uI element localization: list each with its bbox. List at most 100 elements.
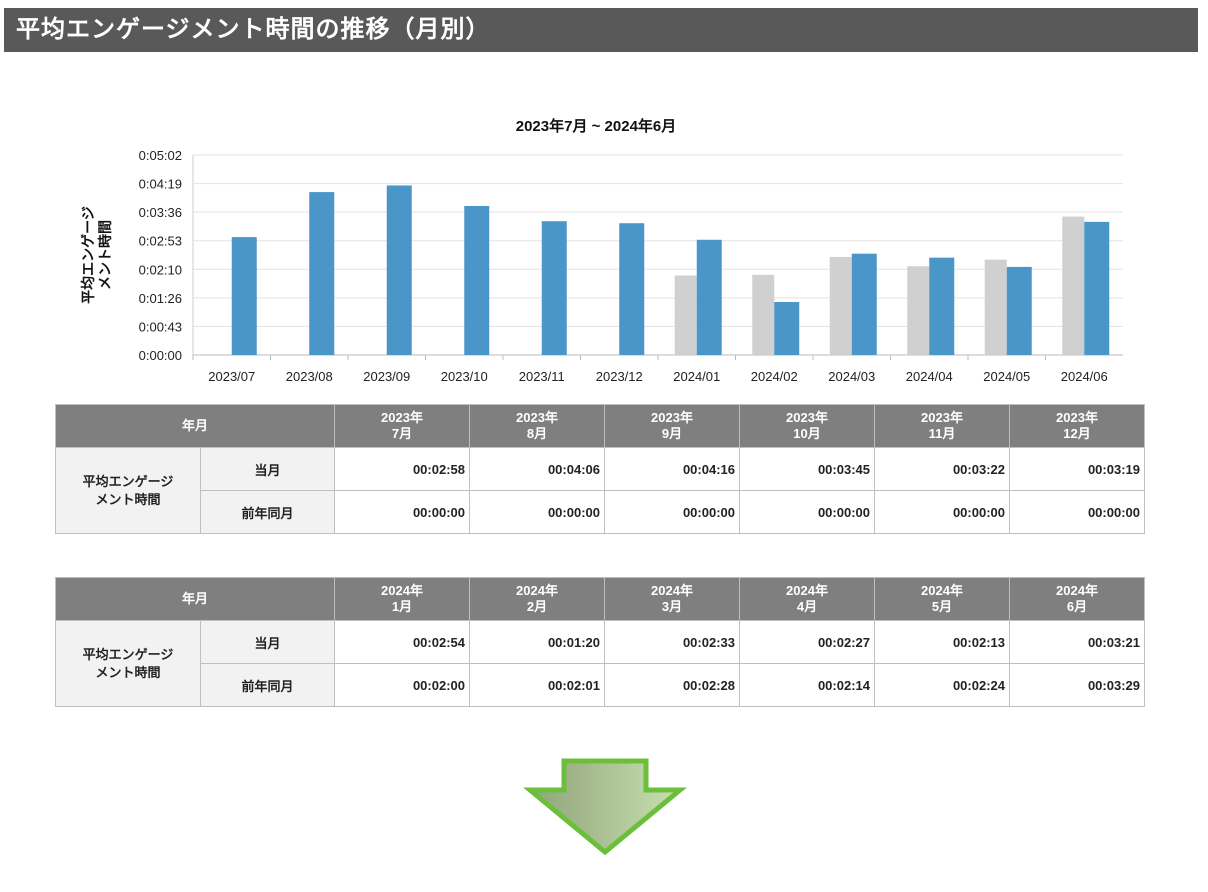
- bar-current: [309, 192, 335, 355]
- prev-value: 00:00:00: [739, 490, 875, 534]
- current-value: 00:02:58: [334, 447, 470, 491]
- sub-label-current: 当月: [200, 620, 335, 664]
- bar-current: [541, 221, 567, 355]
- prev-value: 00:03:29: [1009, 663, 1145, 707]
- corner-header: 年月: [55, 577, 335, 621]
- month-header: 2023年 8月: [469, 404, 605, 448]
- prev-value: 00:02:14: [739, 663, 875, 707]
- row-label-line2: メント時間: [95, 491, 161, 507]
- row-label: 平均エンゲージ メント時間: [55, 447, 201, 534]
- x-tick-label: 2024/03: [828, 369, 875, 384]
- header-month: 10月: [793, 426, 821, 441]
- header-month: 5月: [931, 599, 953, 614]
- row-label-line1: 平均エンゲージ: [82, 473, 174, 489]
- prev-value: 00:02:24: [874, 663, 1010, 707]
- bar-prev-year: [907, 266, 930, 355]
- month-header: 2024年 5月: [874, 577, 1010, 621]
- x-tick-label: 2024/04: [906, 369, 953, 384]
- header-year: 2023年: [381, 410, 423, 425]
- bar-chart: 2023年7月 ~ 2024年6月 0:00:00 0:00:43 0:01:26 0:…: [80, 117, 1123, 384]
- prev-value: 00:02:28: [604, 663, 740, 707]
- bar-prev-year: [829, 256, 852, 355]
- header-month: 1月: [391, 599, 413, 614]
- bar-current: [696, 239, 722, 355]
- page-title: 平均エンゲージメント時間の推移（月別）: [4, 8, 1198, 52]
- header-year: 2023年: [786, 410, 828, 425]
- x-tick-label: 2023/10: [441, 369, 488, 384]
- month-header: 2023年 7月: [334, 404, 470, 448]
- current-value: 00:04:16: [604, 447, 740, 491]
- corner-header: 年月: [55, 404, 335, 448]
- current-value: 00:03:19: [1009, 447, 1145, 491]
- current-value: 00:02:13: [874, 620, 1010, 664]
- month-header: 2023年 9月: [604, 404, 740, 448]
- y-tick-label: 0:05:02: [139, 148, 182, 163]
- bar-prev-year: [674, 275, 697, 355]
- prev-value: 00:00:00: [604, 490, 740, 534]
- prev-value: 00:00:00: [334, 490, 470, 534]
- bar-current: [929, 257, 955, 355]
- header-year: 2023年: [921, 410, 963, 425]
- down-arrow-icon: [523, 758, 687, 856]
- prev-value: 00:02:01: [469, 663, 605, 707]
- sub-label-prev: 前年同月: [200, 663, 335, 707]
- table-row: 前年同月 00:00:00 00:00:00 00:00:00 00:00:00 00:0…: [56, 490, 1145, 534]
- x-tick-label: 2023/12: [596, 369, 643, 384]
- prev-value: 00:00:00: [1009, 490, 1145, 534]
- bar-current: [464, 205, 490, 355]
- y-axis-label-line2: メント時間: [97, 220, 113, 290]
- table-row: 平均エンゲージ メント時間 当月 00:02:54 00:01:20 00:02:33 00…: [55, 620, 1145, 707]
- chart-title: 2023年7月 ~ 2024年6月: [516, 117, 677, 135]
- header-year: 2024年: [651, 583, 693, 598]
- month-header: 2024年 3月: [604, 577, 740, 621]
- header-year: 2024年: [921, 583, 963, 598]
- header-month: 4月: [796, 599, 818, 614]
- header-year: 2024年: [786, 583, 828, 598]
- header-year: 2023年: [1056, 410, 1098, 425]
- prev-value: 00:00:00: [469, 490, 605, 534]
- x-tick-label: 2023/11: [519, 369, 565, 384]
- table-row: 前年同月 00:02:00 00:02:01 00:02:28 00:02:14 00:0…: [56, 663, 1145, 707]
- header-month: 7月: [391, 426, 413, 441]
- month-header: 2023年 10月: [739, 404, 875, 448]
- row-label-line2: メント時間: [95, 664, 161, 680]
- x-tick-label: 2023/07: [208, 369, 255, 384]
- header-month: 8月: [526, 426, 548, 441]
- y-axis-label-line1: 平均エンゲージ: [80, 206, 96, 304]
- sub-label-current: 当月: [200, 447, 335, 491]
- current-value: 00:04:06: [469, 447, 605, 491]
- bar-prev-year: [1062, 216, 1085, 355]
- header-year: 2024年: [1056, 583, 1098, 598]
- x-tick-label: 2023/09: [363, 369, 410, 384]
- current-value: 00:02:27: [739, 620, 875, 664]
- sub-label-prev: 前年同月: [200, 490, 335, 534]
- month-header: 2024年 1月: [334, 577, 470, 621]
- current-value: 00:03:45: [739, 447, 875, 491]
- header-month: 3月: [661, 599, 683, 614]
- month-header: 2024年 6月: [1009, 577, 1145, 621]
- current-value: 00:03:21: [1009, 620, 1145, 664]
- x-tick-label: 2023/08: [286, 369, 333, 384]
- header-month: 9月: [661, 426, 683, 441]
- x-tick-label: 2024/01: [673, 369, 720, 384]
- prev-value: 00:02:00: [334, 663, 470, 707]
- bar-prev-year: [984, 259, 1007, 355]
- month-header: 2024年 4月: [739, 577, 875, 621]
- row-label: 平均エンゲージ メント時間: [55, 620, 201, 707]
- header-year: 2023年: [651, 410, 693, 425]
- month-header: 2023年 11月: [874, 404, 1010, 448]
- header-month: 11月: [928, 426, 956, 441]
- current-value: 00:02:54: [334, 620, 470, 664]
- header-row: 年月 2024年 1月 2024年 2月 2024年 3月 2024年 4月 2024年 5月 202…: [55, 577, 1145, 621]
- header-year: 2024年: [516, 583, 558, 598]
- x-tick-label: 2024/05: [983, 369, 1030, 384]
- y-tick-label: 0:04:19: [139, 177, 182, 192]
- bar-current: [851, 253, 877, 355]
- y-tick-label: 0:00:00: [139, 348, 182, 363]
- x-tick-label: 2024/02: [751, 369, 798, 384]
- data-table-2024: 年月 2024年 1月 2024年 2月 2024年 3月 2024年 4月 2024年 5月 202…: [55, 577, 1145, 707]
- prev-value: 00:00:00: [874, 490, 1010, 534]
- month-header: 2024年 2月: [469, 577, 605, 621]
- current-value: 00:03:22: [874, 447, 1010, 491]
- y-tick-label: 0:02:53: [139, 234, 182, 249]
